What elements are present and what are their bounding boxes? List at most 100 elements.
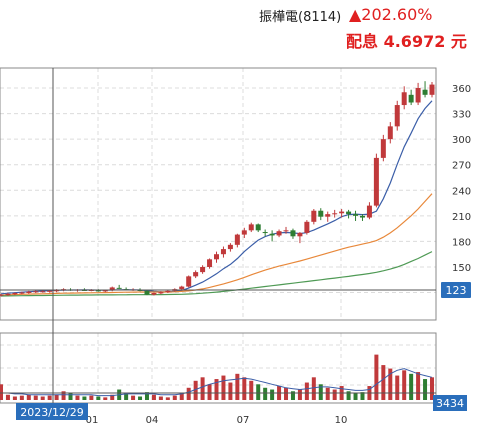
candle-body bbox=[95, 290, 101, 292]
volume-bar bbox=[416, 372, 421, 400]
volume-bar bbox=[284, 387, 289, 400]
candle-body bbox=[332, 213, 338, 215]
date-tick-label: 01 bbox=[86, 415, 99, 426]
last-price-badge: 123 bbox=[441, 282, 471, 298]
volume-bar bbox=[353, 393, 358, 400]
candle-body bbox=[116, 287, 122, 289]
last-price-badge-box bbox=[441, 282, 471, 298]
volume-bar bbox=[110, 394, 115, 400]
candle-body bbox=[276, 231, 282, 236]
volume-bar bbox=[402, 370, 407, 400]
candle-body bbox=[19, 292, 25, 294]
dividend-value: 4.6972 元 bbox=[383, 32, 467, 51]
candle-body bbox=[207, 259, 213, 267]
price-tick-label: 210 bbox=[452, 212, 471, 223]
candle-body bbox=[359, 215, 365, 218]
candle-body bbox=[234, 234, 240, 245]
candle-body bbox=[401, 92, 407, 106]
volume-bar bbox=[54, 394, 59, 400]
volume-bar bbox=[96, 396, 101, 400]
candle-body bbox=[33, 291, 39, 293]
volume-bar bbox=[144, 392, 149, 400]
volume-bar bbox=[311, 377, 316, 400]
volume-bars bbox=[0, 354, 434, 400]
last-volume-badge: 3434 bbox=[433, 395, 467, 411]
candle-body bbox=[422, 89, 428, 95]
price-axis: 120150180210240270300330360 bbox=[452, 84, 471, 300]
volume-bar bbox=[179, 393, 184, 400]
volume-bar bbox=[193, 380, 198, 400]
volume-panel-border bbox=[0, 332, 437, 404]
candle-body bbox=[380, 139, 386, 158]
stock-name: 振樺電(8114) bbox=[259, 10, 342, 25]
volume-bar bbox=[318, 384, 323, 400]
volume-bar bbox=[61, 391, 66, 400]
price-tick-label: 180 bbox=[452, 237, 471, 248]
price-tick-label: 330 bbox=[452, 110, 471, 121]
volume-bar bbox=[332, 389, 337, 400]
volume-bar bbox=[131, 395, 136, 400]
last-volume-value: 3434 bbox=[436, 397, 464, 410]
volume-bar bbox=[270, 389, 275, 400]
ma-mid-line bbox=[0, 193, 433, 296]
volume-bar bbox=[423, 379, 428, 400]
candle-body bbox=[179, 286, 185, 290]
last-volume-badge-box bbox=[433, 395, 467, 411]
price-panel-border bbox=[0, 67, 437, 321]
candle-body bbox=[373, 157, 379, 206]
volume-ma-line bbox=[1, 368, 433, 397]
volume-bar bbox=[40, 396, 45, 400]
volume-bar bbox=[214, 379, 219, 400]
volume-bar bbox=[381, 365, 386, 400]
dividend-line: 配息 4.6972 元 bbox=[346, 28, 467, 52]
last-price-value: 123 bbox=[446, 284, 467, 297]
volume-bar bbox=[103, 397, 108, 400]
volume-bar bbox=[82, 396, 87, 400]
volume-bar bbox=[19, 395, 24, 400]
volume-bar bbox=[89, 395, 94, 400]
candle-body bbox=[255, 224, 261, 231]
candle-body bbox=[269, 233, 275, 236]
volume-bar bbox=[235, 373, 240, 400]
cursor-date-label: 2023/12/29 bbox=[20, 406, 83, 419]
candle-body bbox=[186, 276, 192, 287]
volume-bar bbox=[304, 382, 309, 400]
candle-body bbox=[283, 230, 289, 232]
candle-body bbox=[165, 290, 171, 293]
volume-bar bbox=[172, 395, 177, 400]
candle-body bbox=[144, 290, 150, 295]
volume-bar bbox=[0, 384, 3, 400]
candle-body bbox=[26, 291, 32, 293]
candle-body bbox=[109, 287, 115, 291]
volume-bar bbox=[5, 394, 10, 400]
candle-body bbox=[311, 210, 317, 222]
volume-bar bbox=[409, 373, 414, 400]
candle-body bbox=[415, 88, 421, 103]
cursor-date-badge: 2023/12/29 bbox=[16, 403, 88, 420]
volume-bar bbox=[138, 396, 143, 400]
date-axis: 01 04 07 10 bbox=[86, 415, 348, 426]
candle-body bbox=[193, 272, 199, 277]
volume-bar bbox=[256, 384, 261, 400]
volume-bar bbox=[200, 377, 205, 400]
volume-bar bbox=[26, 394, 31, 400]
date-tick-label: 04 bbox=[146, 415, 159, 426]
candle-body bbox=[158, 292, 164, 294]
volume-bar bbox=[395, 375, 400, 400]
candle-body bbox=[54, 290, 60, 292]
candle-body bbox=[47, 290, 53, 292]
candle-body bbox=[297, 232, 303, 237]
candle-body bbox=[5, 293, 11, 296]
candle-body bbox=[394, 105, 400, 127]
change-percent: ▲202.60% bbox=[349, 5, 433, 24]
volume-bar bbox=[249, 380, 254, 400]
price-tick-label: 300 bbox=[452, 135, 471, 146]
candle-body bbox=[200, 266, 206, 273]
ma-long-line bbox=[0, 251, 433, 297]
price-tick-label: 270 bbox=[452, 161, 471, 172]
candle-body bbox=[248, 224, 254, 231]
price-tick-label: 360 bbox=[452, 84, 471, 95]
volume-bar bbox=[151, 394, 156, 400]
volume-bar bbox=[228, 382, 233, 400]
